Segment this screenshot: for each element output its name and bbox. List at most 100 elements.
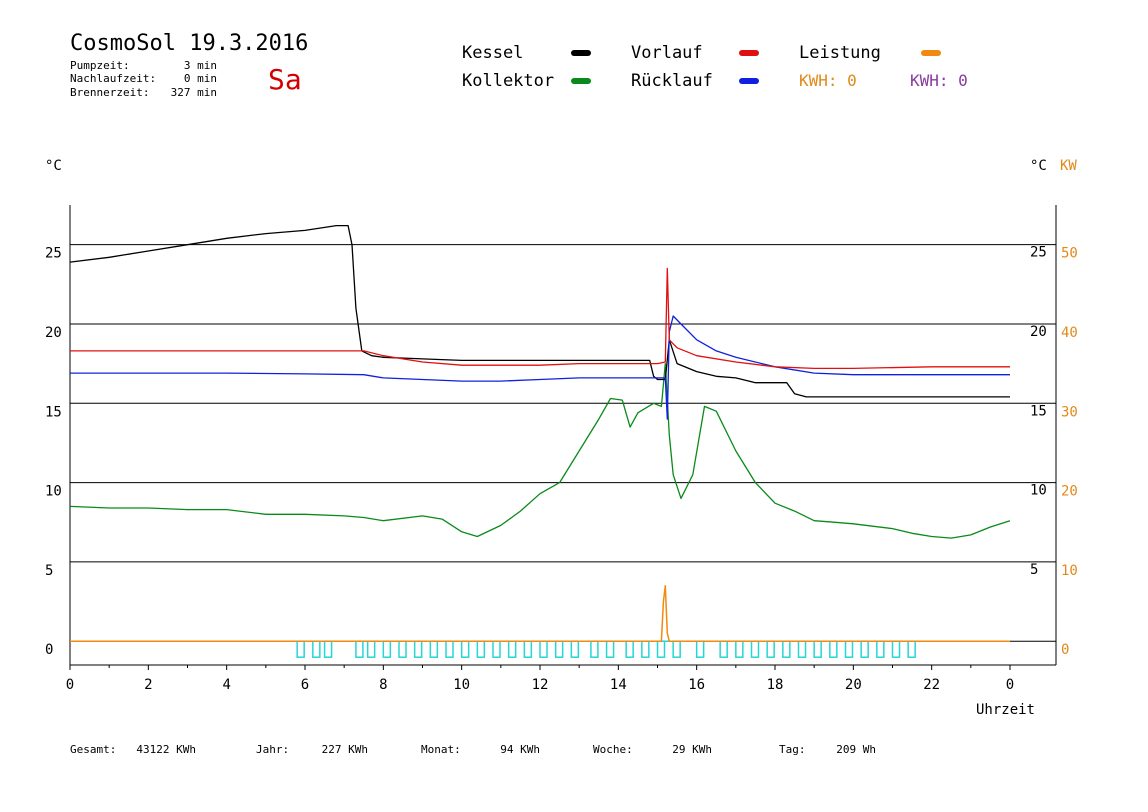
x-tick-label: 0 [1006,677,1014,693]
legend-swatch [921,50,941,56]
y-tick-label: 25 [45,246,62,262]
x-ticks: 0 2 4 6 8 10 12 14 16 18 20 22 0 [66,665,1014,693]
x-tick-label: 16 [688,677,705,693]
series-line-kollektor [69,362,1011,539]
stat-value: 3 min [184,59,217,72]
kwh-purple-label: KWH: 0 [910,71,968,90]
x-tick-label: 0 [66,677,74,693]
stat-value: 0 min [184,72,217,85]
legend-label: Kessel [462,43,523,63]
pump-pulse [813,640,822,658]
y-right-tick-label: 5 [1030,562,1038,578]
pump-pulse [656,640,666,658]
y-kw-tick-label: 50 [1061,246,1078,262]
y-kw-tick-label: 30 [1061,404,1078,420]
stat-label: Brennerzeit: [70,86,149,99]
weekday-label: Sa [268,63,302,96]
pump-pulse [766,640,775,658]
series-lines [69,224,1011,642]
footer-value: 227 KWh [322,743,368,756]
footer-totals: Gesamt: 43122 KWh Jahr: 227 KWh Monat: 9… [70,743,876,756]
footer-label: Monat: [421,743,461,756]
y-right-tick-label: 15 [1030,403,1047,419]
pump-pulse [876,640,885,658]
legend-label: Leistung [799,43,881,63]
legend-label: Rücklauf [631,71,713,91]
x-tick-label: 8 [379,677,387,693]
legend: Kessel Vorlauf Leistung Kollektor Rückla… [462,43,968,91]
pump-pulse [907,640,916,658]
x-tick-label: 10 [453,677,470,693]
pump-pulses [70,640,1010,658]
pump-pulse [312,640,321,658]
footer-value: 29 KWh [672,743,712,756]
legend-swatch [739,78,759,84]
series-line-leistung [70,584,1010,642]
pump-pulse [891,640,901,658]
pump-pulse [750,640,760,658]
series-line-rücklauf [70,315,1010,420]
pump-pulse [570,640,580,658]
left-unit-label: °C [45,158,62,174]
legend-swatch [571,78,591,84]
pump-pulse [523,640,533,658]
x-tick-label: 14 [610,677,627,693]
pump-pulse [695,640,705,658]
legend-swatch [571,50,591,56]
stat-value: 327 min [171,86,217,99]
chart-title: CosmoSol 19.3.2016 [70,31,308,56]
pump-pulse [860,640,869,658]
pump-pulse [782,640,791,658]
stat-label: Nachlaufzeit: [70,72,156,85]
pump-pulse [844,640,854,658]
pump-pulse [797,640,807,658]
pump-pulse [355,640,364,658]
pump-pulse [398,640,407,658]
pump-pulse [296,640,305,658]
footer-value: 43122 KWh [136,743,196,756]
y-tick-label: 0 [45,642,53,658]
pump-pulse [719,640,728,658]
series-line-kessel [69,224,1010,398]
footer-label: Gesamt: [70,743,116,756]
y-kw-tick-label: 20 [1061,484,1078,500]
pump-pulse [672,640,681,658]
y-kw-tick-label: 40 [1061,325,1078,341]
pump-pulse [507,640,517,658]
y-kw-tick-label: 0 [1061,642,1069,658]
legend-swatch [739,50,759,56]
legend-label: Kollektor [462,71,554,91]
pump-pulse [605,640,615,658]
y-tick-label: 15 [45,404,62,420]
pump-pulse [445,640,454,658]
pump-pulse [735,640,744,658]
stat-label: Pumpzeit: [70,59,130,72]
footer-label: Tag: [779,743,806,756]
footer-value: 209 Wh [836,743,876,756]
footer-label: Woche: [593,743,633,756]
right-unit-label: °C [1030,158,1047,174]
x-tick-label: 6 [301,677,309,693]
x-tick-label: 18 [767,677,784,693]
y-tick-label: 5 [45,563,53,579]
pump-pulse [413,640,423,658]
pump-pulse [366,640,376,658]
pump-pulse [590,640,599,658]
pump-pulse [625,640,634,658]
pump-pulse [382,640,392,658]
pump-pulse [323,640,333,658]
series-line-vorlauf [70,267,1010,370]
footer-value: 94 KWh [500,743,540,756]
x-tick-label: 22 [923,677,940,693]
right-kw-unit-label: KW [1060,158,1077,174]
x-tick-label: 4 [222,677,230,693]
pump-pulse [641,640,650,658]
pump-pulse [492,640,501,658]
y-kw-tick-label: 10 [1061,563,1078,579]
x-axis-label: Uhrzeit [976,702,1035,718]
y-right-tick-label: 25 [1030,245,1047,261]
x-tick-label: 12 [532,677,549,693]
header-stats: Pumpzeit: 3 min Nachlaufzeit: 0 min Bren… [70,59,217,99]
pump-pulse [460,640,470,658]
